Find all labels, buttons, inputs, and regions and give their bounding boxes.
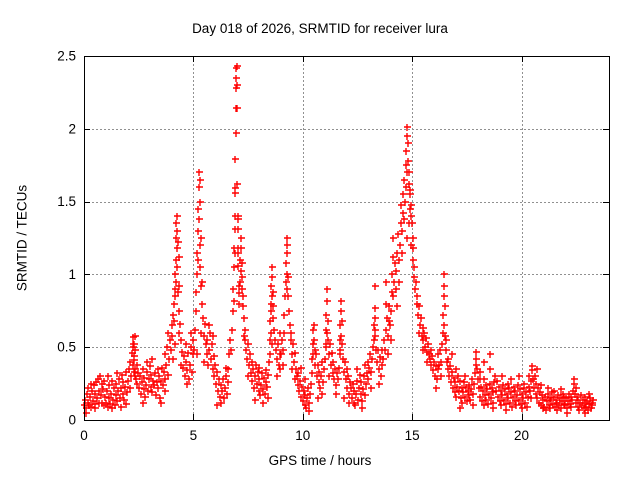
- x-axis-title: GPS time / hours: [268, 453, 372, 468]
- x-tick-label: 0: [80, 428, 88, 443]
- x-tick-label: 5: [190, 428, 198, 443]
- data-points: [81, 63, 597, 417]
- x-tick-label: 20: [514, 428, 529, 443]
- plot-border: [84, 56, 610, 421]
- y-tick-label: 1: [68, 267, 76, 282]
- x-tick-label: 15: [405, 428, 420, 443]
- y-tick-label: 2: [68, 121, 76, 136]
- x-tick-label: 10: [295, 428, 310, 443]
- axis-ticks: [84, 56, 609, 421]
- chart-title: Day 018 of 2026, SRMTID for receiver lur…: [192, 21, 448, 36]
- y-tick-label: 2.5: [57, 49, 76, 64]
- y-tick-label: 1.5: [57, 194, 76, 209]
- y-tick-label: 0.5: [57, 340, 76, 355]
- y-tick-label: 0: [68, 413, 76, 428]
